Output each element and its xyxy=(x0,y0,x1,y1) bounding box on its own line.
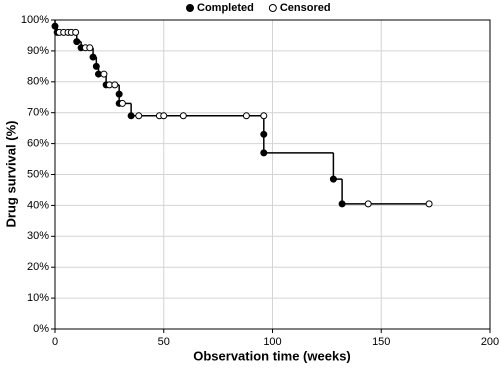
completed-point xyxy=(73,38,81,46)
x-tick-label: 50 xyxy=(158,336,170,348)
x-axis-title: Observation time (weeks) xyxy=(193,348,351,363)
censored-point xyxy=(260,112,268,120)
y-tick-label: 30% xyxy=(27,230,49,242)
y-tick-label: 0% xyxy=(33,323,49,335)
y-tick-label: 20% xyxy=(27,261,49,273)
y-tick-label: 10% xyxy=(27,292,49,304)
completed-point xyxy=(89,53,97,61)
completed-point xyxy=(338,200,346,208)
y-tick-label: 60% xyxy=(27,138,49,150)
x-tick-label: 150 xyxy=(372,336,390,348)
censored-point xyxy=(135,112,143,120)
x-tick-label: 100 xyxy=(263,336,281,348)
legend-label: Completed xyxy=(197,2,254,14)
censored-point xyxy=(242,112,250,120)
legend-marker xyxy=(268,4,277,12)
y-tick-label: 50% xyxy=(27,168,49,180)
censored-point xyxy=(86,44,94,52)
completed-point xyxy=(260,149,268,157)
completed-point xyxy=(92,62,100,70)
y-tick-label: 100% xyxy=(21,14,49,26)
completed-point xyxy=(127,112,135,120)
censored-point xyxy=(160,112,168,120)
legend-marker xyxy=(186,4,194,12)
x-tick-label: 200 xyxy=(481,336,499,348)
censored-point xyxy=(111,81,119,89)
completed-point xyxy=(329,175,337,183)
censored-point xyxy=(364,200,372,208)
censored-point xyxy=(179,112,187,120)
completed-point xyxy=(51,22,59,30)
y-tick-label: 90% xyxy=(27,45,49,57)
y-tick-label: 40% xyxy=(27,199,49,211)
plot-frame xyxy=(54,19,491,330)
completed-point xyxy=(260,130,268,138)
censored-point xyxy=(425,200,433,208)
censored-point xyxy=(118,99,126,107)
y-tick-label: 80% xyxy=(27,76,49,88)
y-axis-title: Drug survival (%) xyxy=(3,121,18,228)
censored-point xyxy=(100,70,108,78)
x-tick-label: 0 xyxy=(52,336,58,348)
censored-point xyxy=(72,28,80,36)
legend-label: Censored xyxy=(280,2,331,14)
y-tick-label: 70% xyxy=(27,107,49,119)
completed-point xyxy=(115,90,123,98)
